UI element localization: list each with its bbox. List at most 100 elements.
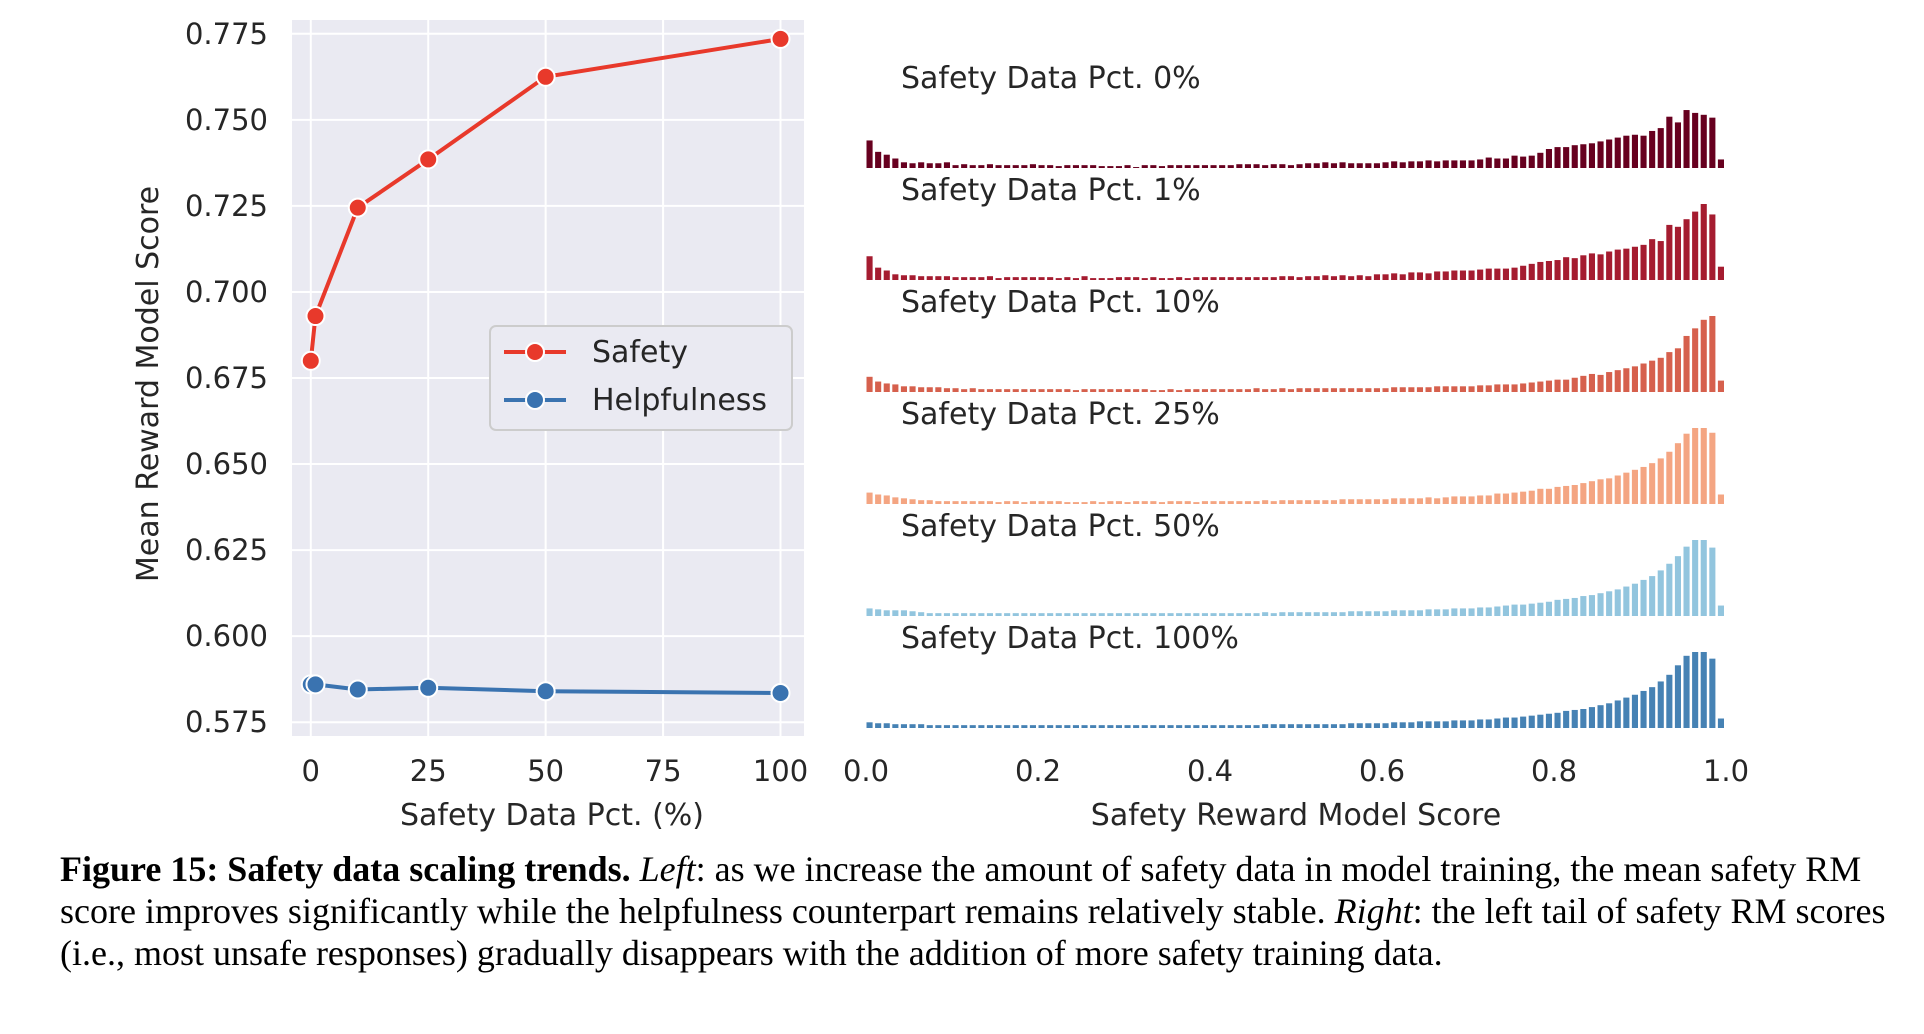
histogram-bar: [1012, 277, 1019, 280]
histogram-bar: [1416, 272, 1423, 280]
histogram-bar: [1322, 275, 1329, 280]
histogram-bar: [1477, 269, 1484, 280]
caption-right-text: : the left tail of safety RM scores (i.e…: [60, 891, 1886, 973]
data-point-helpfulness: [770, 682, 791, 703]
histogram-bar: [1107, 166, 1114, 168]
histogram-bar: [1640, 579, 1647, 616]
histogram-bar: [892, 158, 899, 168]
histogram-bar: [1098, 278, 1105, 280]
histogram-bar: [1571, 145, 1578, 168]
histogram-bar: [900, 610, 907, 616]
histogram-bar: [883, 154, 890, 168]
histogram-bar: [1717, 159, 1724, 168]
histogram-bar: [1348, 499, 1355, 504]
histogram-bar: [866, 140, 873, 168]
histogram-bar: [1064, 502, 1071, 504]
histogram-bar: [1141, 389, 1148, 392]
histogram-bar: [1158, 166, 1165, 168]
histogram-bar: [1434, 609, 1441, 616]
y-tick-label: 0.650: [185, 447, 268, 481]
histogram-bar: [1717, 605, 1724, 616]
histogram-bar: [1322, 500, 1329, 504]
histogram-bar: [1253, 501, 1260, 504]
histogram-bar: [1477, 495, 1484, 504]
hist-x-tick-label: 0.0: [843, 754, 889, 788]
histogram-bar: [961, 164, 968, 168]
legend-marker: [525, 342, 545, 362]
histogram-bar: [1537, 381, 1544, 392]
histogram-bar: [1012, 501, 1019, 504]
histogram-bar: [1657, 458, 1664, 504]
histogram-bar: [1047, 725, 1054, 728]
histogram-bar: [866, 608, 873, 616]
histogram-bar: [1167, 278, 1174, 280]
histogram-bar: [1485, 385, 1492, 392]
histogram-bar: [1055, 389, 1062, 392]
histogram-bar: [1494, 158, 1501, 168]
histogram-bar: [961, 389, 968, 392]
histogram-bar: [1692, 328, 1699, 392]
histogram-bar: [1279, 724, 1286, 728]
histogram-bar: [1597, 705, 1604, 728]
histogram-bar: [943, 725, 950, 728]
histogram-bar: [995, 165, 1002, 168]
histogram-bar: [1115, 613, 1122, 616]
histogram-bar: [1692, 112, 1699, 168]
histogram-bar: [1356, 611, 1363, 616]
histogram-bar: [1563, 147, 1570, 168]
histogram-bar: [1580, 596, 1587, 616]
histogram-bar: [1442, 160, 1449, 168]
histogram-bar: [1227, 165, 1234, 168]
histogram-bar: [1459, 496, 1466, 504]
histogram-bar: [1081, 725, 1088, 728]
histogram-bar: [952, 501, 959, 504]
histogram-bar: [1511, 604, 1518, 616]
histogram-bar: [1657, 241, 1664, 280]
histogram-bar: [1081, 276, 1088, 280]
histogram-bar: [1219, 165, 1226, 168]
histogram-bar: [875, 723, 882, 728]
histogram-bar: [1597, 593, 1604, 616]
histogram-bar: [952, 613, 959, 616]
histogram-bar: [1193, 502, 1200, 504]
histogram-bar: [1236, 501, 1243, 504]
histogram-bar: [1219, 725, 1226, 728]
histogram-bar: [1606, 372, 1613, 392]
histogram-bar: [1305, 500, 1312, 504]
hist-x-tick-label: 1.0: [1703, 754, 1749, 788]
histogram-bar: [1502, 605, 1509, 616]
histogram-bar: [900, 162, 907, 168]
histogram-bar: [1640, 363, 1647, 392]
histogram-bar: [1313, 163, 1320, 168]
histogram-bar: [1330, 612, 1337, 616]
histogram-bar: [1081, 165, 1088, 168]
histogram-bar: [1098, 389, 1105, 392]
histogram-bar: [1614, 589, 1621, 616]
histogram-bar: [969, 725, 976, 728]
histogram-bar: [1511, 492, 1518, 504]
histogram-bar: [1563, 598, 1570, 616]
histogram-bar: [1528, 603, 1535, 616]
histogram-bar: [1425, 609, 1432, 616]
histogram-bar: [1614, 700, 1621, 728]
histogram-bar: [1631, 469, 1638, 504]
histogram-bar: [1580, 709, 1587, 728]
histogram-bar: [1296, 164, 1303, 168]
histogram-bar: [1425, 497, 1432, 504]
histogram-bar: [1700, 114, 1707, 168]
histogram-bar: [1468, 608, 1475, 616]
histogram-bar: [1365, 163, 1372, 168]
histogram-bar: [1029, 501, 1036, 504]
histogram-bar: [1184, 725, 1191, 728]
histogram-bar: [1270, 389, 1277, 392]
y-tick-label: 0.775: [185, 17, 268, 51]
histogram-row: Safety Data Pct. 25%: [866, 397, 1724, 504]
histogram-bar: [1090, 278, 1097, 280]
histogram-bar: [995, 725, 1002, 728]
histogram-bar: [1072, 278, 1079, 280]
histogram-bar: [1459, 270, 1466, 280]
hist-x-tick-label: 0.2: [1015, 754, 1061, 788]
histogram-bar: [995, 278, 1002, 280]
histogram-bar: [1081, 502, 1088, 504]
histogram-bar: [1150, 277, 1157, 280]
